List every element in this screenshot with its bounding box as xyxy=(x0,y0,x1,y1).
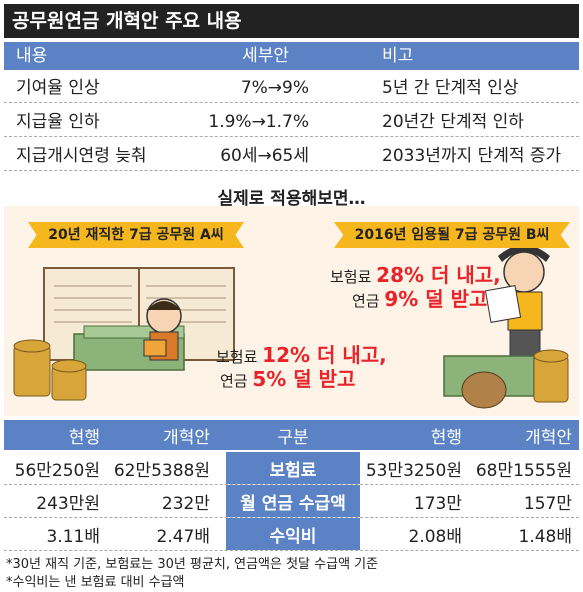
footnote: *30년 재직 기준, 보험료는 30년 평균치, 연금액은 첫달 수급액 기준 xyxy=(6,557,379,572)
table2-cell: 232만 xyxy=(161,493,210,514)
table2-header-row: 현행 개혁안 구분 현행 개혁안 xyxy=(4,420,579,450)
person-a-line1-label: 보험료 xyxy=(216,348,263,366)
table1-cell: 20년간 단계적 인하 xyxy=(382,112,524,132)
person-a-caption: 보험료 12% 더 내고, 연금 5% 덜 받고 xyxy=(216,344,387,392)
table2-category: 보험료 xyxy=(226,452,360,484)
person-a-line2-highlight: 5% 덜 받고 xyxy=(252,367,356,391)
person-b-line2-label: 연금 xyxy=(352,292,385,310)
table2-cell: 243만원 xyxy=(36,493,100,514)
table2-cell: 2.08배 xyxy=(408,526,463,547)
person-a-line2-label: 연금 xyxy=(220,372,253,390)
table1-cell: 2033년까지 단계적 증가 xyxy=(382,146,562,166)
footnote: *수익비는 낸 보험료 대비 수급액 xyxy=(6,575,185,590)
table1-header-detail: 세부안 xyxy=(242,46,289,66)
table2-category: 수익비 xyxy=(226,518,360,550)
table2-cell: 62만5388원 xyxy=(113,460,210,481)
table2-cell: 173만 xyxy=(413,493,462,514)
table1-cell: 60세→65세 xyxy=(220,146,309,166)
illustration-scene: 20년 재직한 7급 공무원 A씨 2016년 임용될 7급 공무원 B씨 보험… xyxy=(4,206,579,416)
table2-header-cell: 현행 xyxy=(430,427,462,448)
table2-cell: 2.47배 xyxy=(156,526,211,547)
table1-header-note: 비고 xyxy=(382,46,414,66)
table1-cell: 7%→9% xyxy=(240,78,309,98)
table2-header-cell: 개혁안 xyxy=(163,427,210,448)
table2-category: 월 연금 수급액 xyxy=(226,485,360,517)
table2-cell: 68만1555원 xyxy=(475,460,572,481)
person-b-line1-label: 보험료 xyxy=(330,268,377,286)
table2-cell: 157만 xyxy=(523,493,572,514)
table1-cell: 지급율 인하 xyxy=(16,112,100,132)
table1-row: 기여율 인상 7%→9% 5년 간 단계적 인상 xyxy=(4,74,579,103)
table2-cell: 3.11배 xyxy=(46,526,101,547)
table2-cell: 1.48배 xyxy=(518,526,573,547)
table2-header-cell: 구분 xyxy=(277,427,309,448)
table2-cell: 56만250원 xyxy=(14,460,100,481)
person-a-ribbon: 20년 재직한 7급 공무원 A씨 xyxy=(28,222,244,248)
person-b-caption: 보험료 28% 더 내고, 연금 9% 덜 받고 xyxy=(330,264,501,312)
table1-cell: 1.9%→1.7% xyxy=(208,112,309,132)
table2-cell: 53만3250원 xyxy=(365,460,462,481)
page-title: 공무원연금 개혁안 주요 내용 xyxy=(4,4,579,38)
table1-header-content: 내용 xyxy=(16,46,48,66)
illustration-art xyxy=(13,245,569,409)
person-b-line1-highlight: 28% 더 내고, xyxy=(376,263,501,287)
table2-row: 56만250원 62만5388원 보험료 53만3250원 68만1555원 xyxy=(4,452,579,485)
person-b-ribbon: 2016년 임용될 7급 공무원 B씨 xyxy=(334,222,570,248)
subheading: 실제로 적용해보면… xyxy=(217,189,366,209)
table1-header-row: 내용 세부안 비고 xyxy=(4,42,579,70)
person-a-line1-highlight: 12% 더 내고, xyxy=(262,343,387,367)
table1-row: 지급개시연령 늦춰 60세→65세 2033년까지 단계적 증가 xyxy=(4,142,579,171)
table1-cell: 기여율 인상 xyxy=(16,78,100,98)
table2-header-cell: 현행 xyxy=(68,427,100,448)
table2-row: 3.11배 2.47배 수익비 2.08배 1.48배 xyxy=(4,518,579,551)
table1-cell: 지급개시연령 늦춰 xyxy=(16,146,147,166)
table1-row: 지급율 인하 1.9%→1.7% 20년간 단계적 인하 xyxy=(4,108,579,137)
table2-header-cell: 개혁안 xyxy=(525,427,572,448)
person-b-line2-highlight: 9% 덜 받고 xyxy=(384,287,488,311)
table2-row: 243만원 232만 월 연금 수급액 173만 157만 xyxy=(4,485,579,518)
table1-cell: 5년 간 단계적 인상 xyxy=(382,78,519,98)
